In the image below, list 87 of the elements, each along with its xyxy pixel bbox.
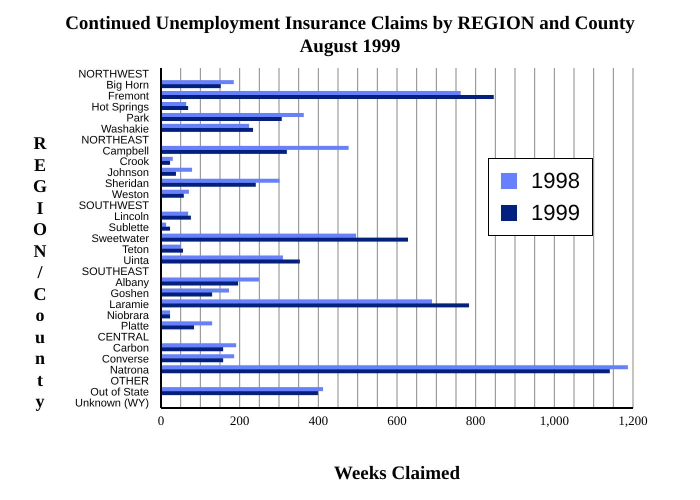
- y-tick-label: Crook: [120, 156, 150, 168]
- y-tick-label: Carbon: [112, 342, 149, 355]
- bar: [161, 150, 287, 154]
- bar: [161, 216, 191, 220]
- y-tick-label: Hot Springs: [92, 101, 150, 114]
- bar: [161, 80, 234, 84]
- y-tick-label: Goshen: [110, 288, 149, 300]
- bar: [161, 168, 192, 172]
- bar: [161, 354, 234, 358]
- bar: [161, 343, 236, 348]
- y-tick-label: Campbell: [102, 145, 149, 158]
- bar: [161, 347, 224, 352]
- bar: [161, 84, 221, 88]
- bar: [161, 128, 254, 132]
- y-tick-label: Johnson: [107, 167, 149, 180]
- bar: [161, 156, 173, 161]
- bar: [161, 182, 256, 187]
- y-tick-label: Albany: [115, 276, 150, 289]
- y-tick-label: SOUTHEAST: [82, 266, 150, 278]
- y-tick-label: Big Horn: [106, 79, 149, 92]
- y-tick-label: OTHER: [110, 376, 150, 388]
- chart-title: Continued Unemployment Insurance Claims by REGION and County: [64, 12, 636, 35]
- bar: [161, 288, 230, 292]
- bar: [161, 146, 349, 150]
- x-tick-label: 400: [308, 413, 328, 428]
- y-tick-label: Sublette: [108, 222, 149, 234]
- bar: [161, 248, 184, 253]
- legend-label: 1998: [531, 167, 580, 195]
- bar: [161, 238, 408, 242]
- y-tick-label: Weston: [112, 189, 149, 202]
- y-tick-label: Platte: [120, 320, 149, 333]
- bar: [161, 277, 259, 282]
- y-tick-label: Laramie: [109, 298, 149, 311]
- bar: [161, 91, 461, 96]
- x-tick-label: 1,200: [618, 413, 648, 428]
- y-tick-label: SOUTHWEST: [78, 200, 150, 212]
- y-tick-label: Converse: [102, 354, 149, 366]
- bar: [161, 190, 189, 194]
- bar: [161, 106, 188, 110]
- bar: [161, 387, 324, 392]
- bar: [161, 178, 280, 183]
- chart-subtitle: August 1999: [298, 35, 402, 58]
- bar: [161, 102, 186, 106]
- y-tick-label: Sheridan: [104, 178, 149, 190]
- y-tick-label: CENTRAL: [98, 332, 149, 344]
- x-tick-label: 1,000: [540, 413, 569, 428]
- bar: [161, 365, 628, 370]
- y-tick-label: NORTHWEST: [78, 68, 150, 80]
- y-tick-label: Washakie: [101, 123, 149, 136]
- bar: [161, 325, 194, 330]
- x-axis-title: Weeks Claimed: [332, 463, 462, 485]
- legend-label: 1999: [531, 199, 580, 227]
- y-tick-label: Niobrara: [106, 310, 150, 322]
- bar: [161, 369, 610, 374]
- bar: [161, 234, 356, 238]
- bar: [161, 244, 182, 249]
- y-tick-label: Lincoln: [114, 211, 149, 224]
- y-tick-label: Uinta: [123, 254, 150, 267]
- y-tick-label: Unknown (WY): [75, 398, 149, 410]
- bar: [161, 303, 469, 308]
- bar: [161, 172, 176, 176]
- bar: [161, 124, 250, 128]
- bar: [161, 358, 224, 362]
- y-tick-label: Park: [126, 112, 150, 124]
- y-tick-label: Out of State: [90, 386, 149, 399]
- bar: [161, 292, 212, 296]
- y-tick-label: Sweetwater: [92, 233, 150, 245]
- y-tick-label: NORTHEAST: [81, 134, 150, 146]
- bar: [161, 281, 238, 286]
- x-tick-label: 200: [230, 413, 250, 428]
- x-tick-label: 0: [158, 413, 164, 428]
- x-tick-label: 800: [466, 413, 486, 428]
- bar: [161, 391, 318, 396]
- bar: [161, 260, 300, 264]
- bar: [161, 116, 282, 121]
- bar: [161, 95, 494, 100]
- bar: [161, 194, 184, 198]
- bar: [161, 212, 188, 216]
- bar: [161, 321, 212, 326]
- bar: [161, 256, 283, 260]
- y-tick-label: Natrona: [110, 364, 150, 377]
- y-tick-label: Teton: [122, 244, 149, 256]
- x-tick-label: 600: [387, 413, 407, 428]
- text: REGION/County: [32, 133, 47, 411]
- bar: [161, 112, 304, 117]
- y-tick-label: Fremont: [108, 90, 149, 102]
- bar: [161, 299, 432, 304]
